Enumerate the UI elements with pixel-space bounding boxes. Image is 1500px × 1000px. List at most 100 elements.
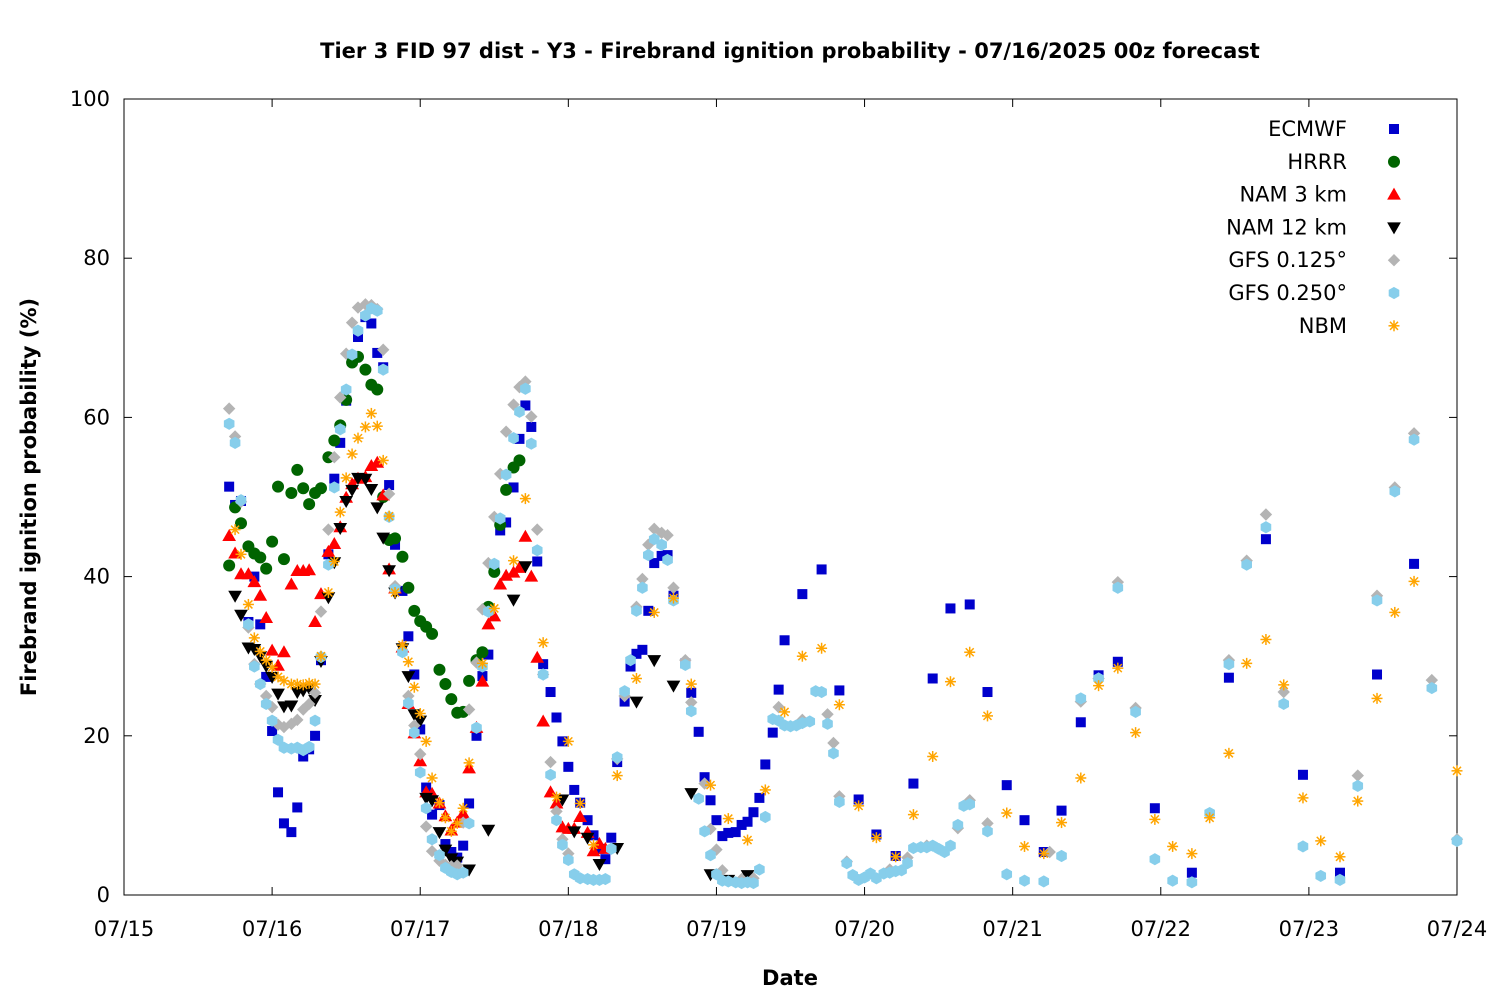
point-gfs-0-250: [1241, 558, 1252, 571]
legend-marker-nam-12-km: [1387, 222, 1401, 234]
point-gfs-0-125: [544, 756, 557, 769]
point-hrrr: [285, 487, 298, 500]
point-hrrr: [297, 482, 310, 495]
point-nam-12-km: [629, 696, 643, 709]
point-nbm: [573, 797, 587, 810]
point-nbm: [1185, 847, 1199, 860]
point-gfs-0-250: [699, 825, 710, 838]
point-ecmwf: [945, 603, 956, 614]
point-nbm: [476, 657, 489, 670]
point-nbm: [259, 653, 273, 667]
point-gfs-0-250: [760, 810, 771, 823]
point-nbm: [1370, 692, 1384, 705]
point-nbm: [704, 778, 717, 792]
point-nbm: [1148, 813, 1162, 826]
point-ecmwf: [1056, 805, 1067, 816]
point-ecmwf: [908, 778, 919, 789]
point-ecmwf: [1149, 803, 1160, 814]
point-hrrr: [223, 559, 236, 572]
point-hrrr: [277, 553, 290, 566]
point-nbm: [550, 790, 563, 804]
point-hrrr: [445, 693, 458, 706]
point-gfs-0-250: [340, 383, 352, 396]
x-tick-label: 07/20: [834, 917, 895, 941]
point-nam-3-km: [518, 530, 532, 542]
point-nam-3-km: [536, 714, 550, 727]
point-nbm: [1074, 771, 1088, 785]
x-tick-label: 07/17: [390, 917, 451, 941]
point-nbm: [439, 811, 452, 825]
legend-label-gfs-0-125: GFS 0.125°: [1228, 248, 1347, 272]
point-nbm: [254, 645, 267, 658]
point-ecmwf: [927, 673, 938, 684]
point-gfs-0-250: [822, 717, 833, 730]
point-gfs-0-250: [680, 658, 691, 671]
point-hrrr: [314, 482, 327, 495]
point-nbm: [1450, 764, 1464, 778]
point-gfs-0-250: [1334, 873, 1346, 886]
point-nbm: [1129, 726, 1142, 739]
point-nam-3-km: [265, 644, 279, 656]
point-ecmwf: [310, 730, 321, 741]
point-nbm: [981, 709, 994, 723]
point-gfs-0-250: [557, 838, 568, 851]
point-nbm: [228, 523, 242, 536]
y-tick-label: 60: [83, 405, 110, 429]
point-nbm: [396, 638, 409, 652]
point-ecmwf: [816, 564, 827, 575]
point-nbm: [963, 645, 976, 659]
point-gfs-0-250: [471, 721, 482, 734]
point-nam-12-km: [647, 655, 661, 667]
point-nbm: [265, 661, 279, 674]
point-gfs-0-250: [434, 849, 445, 862]
point-gfs-0-250: [243, 618, 254, 631]
point-gfs-0-250: [828, 747, 839, 760]
legend-label-gfs-0-250: GFS 0.250°: [1228, 281, 1347, 305]
point-nbm: [944, 675, 957, 688]
point-nbm: [1388, 606, 1402, 619]
point-hrrr: [260, 562, 273, 575]
point-nbm: [462, 756, 476, 770]
point-nbm: [308, 677, 322, 691]
point-nam-3-km: [530, 651, 544, 663]
point-gfs-0-250: [605, 842, 617, 855]
point-gfs-0-250: [705, 849, 716, 862]
series-nbm: [228, 407, 1464, 864]
point-gfs-0-250: [531, 544, 543, 557]
point-gfs-0-250: [1426, 682, 1438, 695]
point-ecmwf: [742, 816, 753, 827]
legend: ECMWF HRRR NAM 3 km NAM 12 km GFS 0.125° GFS …: [1226, 117, 1401, 338]
point-hrrr: [402, 581, 415, 594]
point-ecmwf: [797, 589, 808, 600]
point-nbm: [667, 591, 680, 605]
point-gfs-0-250: [329, 481, 340, 494]
point-ecmwf: [1075, 717, 1086, 728]
point-nbm: [1166, 840, 1179, 853]
point-gfs-0-250: [235, 494, 247, 507]
x-tick-label: 07/15: [94, 917, 155, 941]
point-gfs-0-250: [514, 405, 525, 418]
point-gfs-0-250: [414, 766, 426, 779]
point-gfs-0-250: [600, 873, 611, 886]
point-nbm: [382, 509, 396, 523]
point-nbm: [445, 825, 458, 838]
point-nbm: [610, 769, 624, 782]
point-hrrr: [328, 434, 341, 447]
point-ecmwf: [1409, 558, 1420, 569]
point-nbm: [587, 838, 600, 852]
point-gfs-0-250: [551, 814, 562, 827]
point-gfs-0-250: [816, 686, 827, 699]
point-gfs-0-250: [693, 792, 704, 805]
point-gfs-0-250: [520, 382, 531, 395]
point-gfs-0-250: [841, 857, 853, 870]
point-hrrr: [426, 627, 439, 640]
point-nbm: [1314, 834, 1327, 848]
x-axis: 07/15 07/16 07/17 07/18 07/19 07/20 07/21 07/22…: [94, 99, 1487, 941]
point-gfs-0-250: [625, 654, 636, 667]
legend-marker-ecmwf: [1389, 124, 1399, 134]
point-gfs-0-250: [1075, 692, 1087, 705]
point-nbm: [1018, 840, 1031, 853]
point-nbm: [488, 602, 501, 615]
point-ecmwf: [637, 644, 648, 655]
point-ecmwf: [1297, 769, 1308, 780]
